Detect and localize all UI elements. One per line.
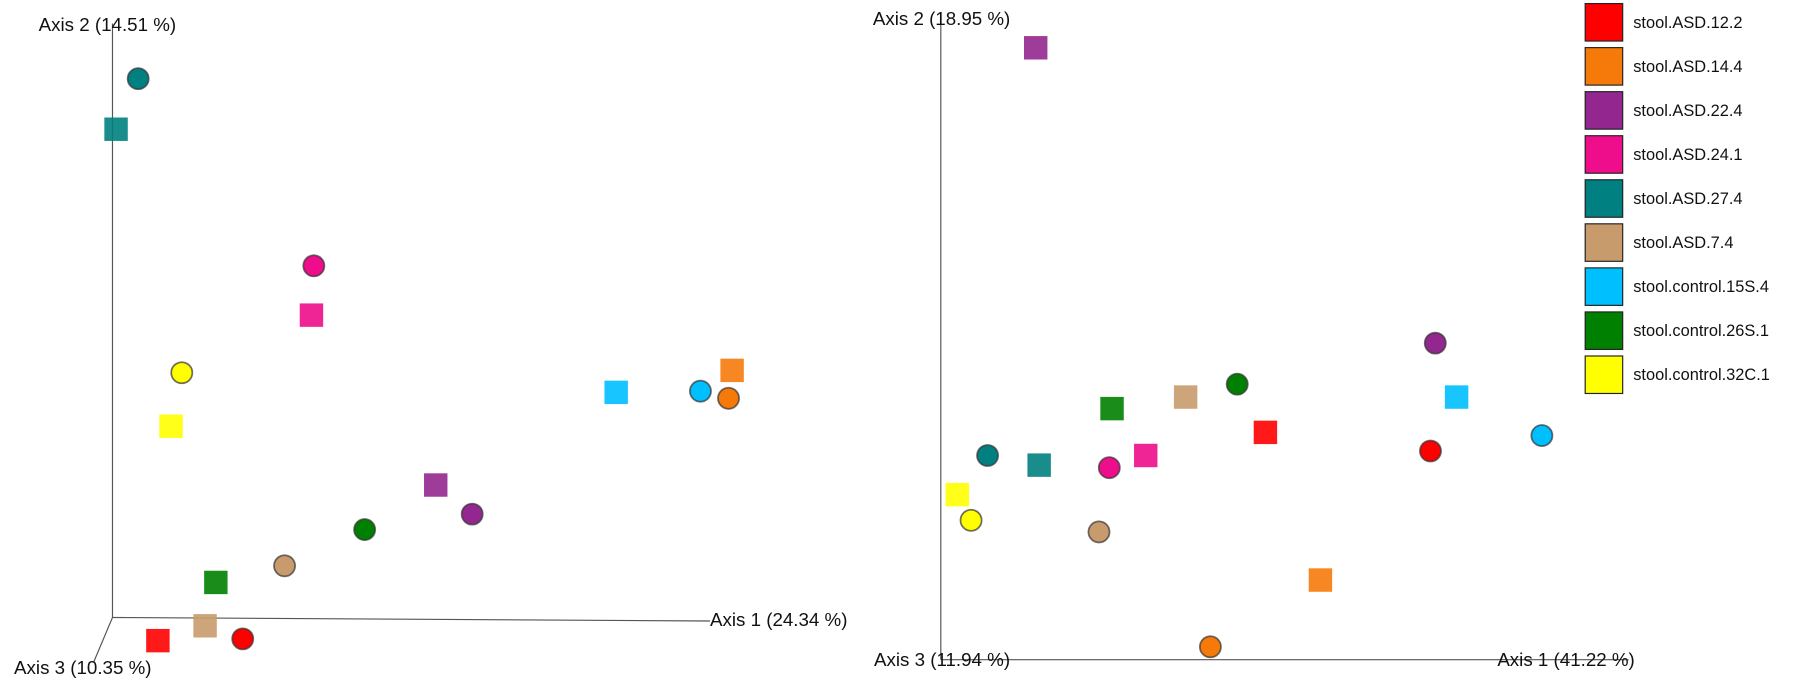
point-circle: [1087, 520, 1111, 544]
legend-swatch: [1584, 355, 1624, 395]
x-axis-label: Axis 1 (24.34 %): [710, 609, 847, 630]
legend-label: stool.ASD.7.4: [1633, 234, 1733, 252]
point-circle: [353, 518, 377, 541]
legend-label: stool.ASD.14.4: [1633, 58, 1742, 76]
point-square: [1134, 443, 1158, 468]
point-square: [204, 570, 228, 595]
point-circle: [1225, 372, 1249, 396]
point-square: [159, 414, 183, 438]
point-square: [1100, 396, 1124, 421]
point-circle: [959, 508, 983, 532]
legend-swatch: [1584, 2, 1624, 42]
point-square: [299, 303, 324, 327]
x-axis-label: Axis 1 (41.22 %): [1497, 649, 1634, 670]
point-square: [104, 117, 128, 141]
legend-label: stool.ASD.27.4: [1633, 190, 1742, 208]
point-square: [1308, 568, 1333, 592]
point-square: [604, 380, 628, 405]
legend-swatch: [1584, 135, 1624, 174]
legend-swatch: [1584, 311, 1624, 351]
y-axis-label: Axis 2 (18.95 %): [873, 8, 1010, 29]
point-square: [1253, 420, 1278, 445]
y-axis-label: Axis 2 (14.51 %): [39, 14, 176, 35]
legend-swatch: [1584, 47, 1624, 86]
z-axis-line: [93, 617, 114, 663]
legend-label: stool.ASD.22.4: [1633, 102, 1742, 120]
point-circle: [1530, 424, 1554, 448]
point-circle: [273, 554, 296, 578]
legend-swatch: [1584, 223, 1624, 262]
legend-swatch: [1584, 179, 1624, 218]
point-square: [1023, 36, 1048, 60]
z-axis-label: Axis 3 (10.35 %): [14, 657, 151, 678]
point-circle: [1423, 331, 1447, 355]
legend-swatch: [1584, 267, 1624, 306]
legend: stool.ASD.12.2 stool.ASD.14.4 stool.ASD.22…: [1584, 2, 1770, 395]
point-square: [720, 358, 744, 383]
point-square: [1444, 385, 1469, 409]
point-circle: [976, 444, 999, 467]
legend-swatch: [1584, 91, 1624, 130]
points: [945, 36, 1554, 659]
point-circle: [689, 379, 712, 403]
point-square: [1027, 453, 1051, 477]
points: [104, 67, 744, 653]
z-axis-label: Axis 3 (11.94 %): [874, 649, 1010, 670]
point-circle: [1097, 456, 1121, 480]
point-square: [193, 614, 217, 638]
point-circle: [231, 627, 255, 651]
point-circle: [717, 386, 740, 410]
point-square: [945, 482, 970, 507]
legend-label: stool.ASD.12.2: [1633, 14, 1742, 32]
point-circle: [460, 502, 484, 526]
point-circle: [1198, 635, 1222, 659]
point-circle: [170, 361, 194, 385]
point-circle: [302, 254, 326, 278]
point-square: [424, 473, 448, 497]
legend-label: stool.control.26S.1: [1633, 322, 1769, 340]
point-circle: [126, 67, 150, 91]
point-circle: [1419, 439, 1442, 463]
legend-label: stool.control.32C.1: [1633, 366, 1770, 384]
legend-label: stool.ASD.24.1: [1633, 146, 1742, 164]
legend-label: stool.control.15S.4: [1633, 278, 1769, 296]
point-square: [146, 628, 170, 653]
point-square: [1173, 385, 1198, 409]
